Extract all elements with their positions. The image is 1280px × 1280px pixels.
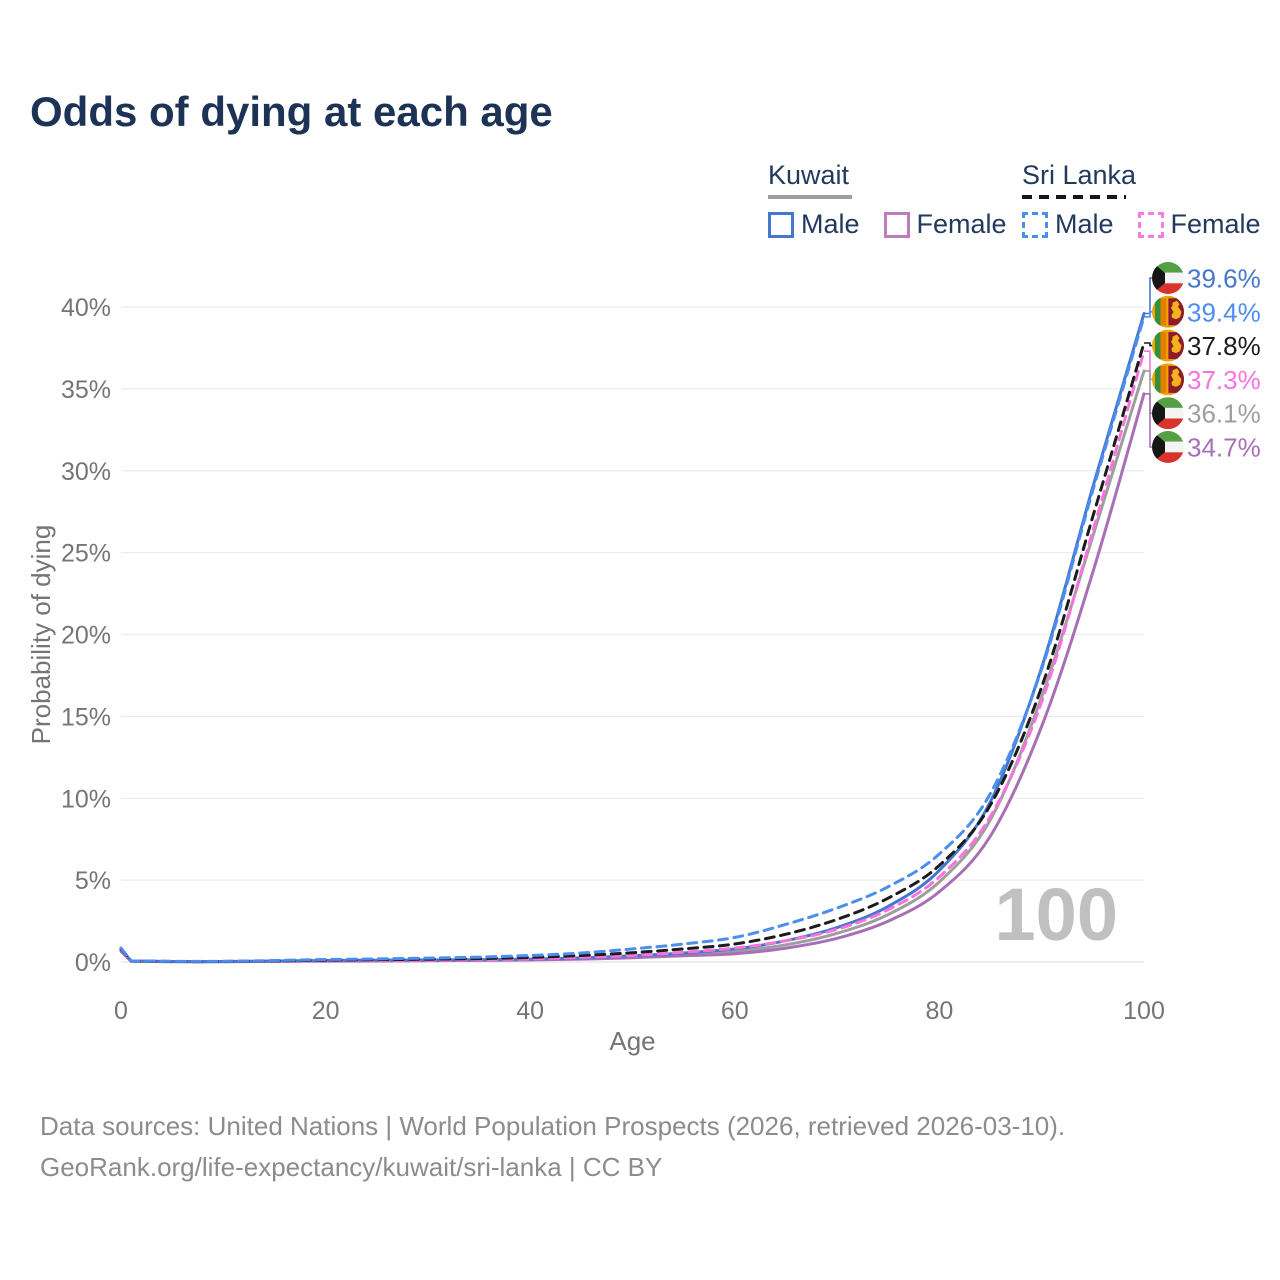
series-line-sri-lanka-female[interactable] [119,349,1146,964]
end-label-sri-lanka-male: 39.4% [1187,297,1261,327]
flag-kuwait [1152,397,1184,430]
x-tick-80: 80 [925,997,953,1025]
flag-sri-lanka [1152,295,1184,328]
x-tick-40: 40 [516,997,544,1025]
leader-line-kuwait-female [1144,393,1152,448]
sri-lanka-male-label: Male [1055,209,1114,239]
footer: Data sources: United Nations | World Pop… [40,1106,1065,1188]
x-tick-0: 0 [114,997,128,1025]
footer-data-sources: Data sources: United Nations | World Pop… [40,1111,1066,1141]
end-label-sri-lanka-both-sexes: 37.8% [1187,331,1261,361]
leader-line-sri-lanka-both-sexes [1144,342,1152,347]
y-tick-30pct: 30% [61,458,111,486]
flag-sri-lanka [1152,363,1184,396]
leader-line-kuwait-both-sexes [1144,370,1152,414]
leader-line-sri-lanka-female [1144,350,1152,381]
leader-line-kuwait-male [1144,277,1152,315]
kuwait-line-style-sample [768,195,852,199]
end-label-kuwait-both-sexes: 36.1% [1187,399,1261,429]
y-tick-35pct: 35% [61,376,111,404]
legend-item-kuwait-male[interactable]: Male [768,209,860,240]
kuwait-female-swatch [883,211,910,238]
age-watermark: 100 [995,873,1118,956]
kuwait-male-label: Male [801,209,860,239]
legend-group-kuwait: Kuwait Male Female [768,160,1007,240]
x-tick-20: 20 [312,997,340,1025]
series-line-kuwait-female[interactable] [119,392,1146,964]
kuwait-female-label: Female [916,209,1007,239]
legend-item-kuwait-female[interactable]: Female [883,209,1007,240]
y-tick-40pct: 40% [61,294,111,322]
flag-kuwait [1152,262,1184,294]
leader-line-sri-lanka-male [1144,311,1152,318]
y-tick-0pct: 0% [75,949,111,977]
legend-item-sri-lanka-male[interactable]: Male [1022,209,1114,240]
y-tick-10pct: 10% [61,785,111,813]
legend-sri-lanka-name: Sri Lanka [1022,160,1137,190]
x-tick-100: 100 [1123,997,1165,1025]
end-label-kuwait-female: 34.7% [1187,433,1261,463]
legend-item-sri-lanka-female[interactable]: Female [1137,209,1261,240]
legend-kuwait-name: Kuwait [768,160,850,190]
flag-sri-lanka [1152,329,1184,362]
sri-lanka-line-style-sample [1022,195,1126,199]
series-line-sri-lanka-male[interactable] [119,315,1146,963]
kuwait-male-swatch [768,211,794,238]
sri-lanka-female-swatch [1137,211,1164,238]
series-line-kuwait-both-sexes[interactable] [119,369,1146,964]
flag-kuwait [1152,431,1184,463]
x-tick-60: 60 [721,997,749,1025]
sri-lanka-female-label: Female [1170,209,1261,239]
x-axis-title: Age [609,1026,655,1056]
series-line-sri-lanka-both-sexes[interactable] [119,341,1146,964]
y-tick-25pct: 25% [61,540,111,568]
end-label-sri-lanka-female: 37.3% [1187,365,1261,395]
sri-lanka-male-swatch [1022,211,1048,238]
end-label-kuwait-male: 39.6% [1187,264,1261,294]
legend-group-sri-lanka: Sri Lanka Male Female [1022,160,1261,240]
series-line-kuwait-male[interactable] [119,312,1146,964]
page-title: Odds of dying at each age [30,88,553,135]
y-axis-title: Probability of dying [26,525,56,745]
footer-attribution: GeoRank.org/life-expectancy/kuwait/sri-l… [40,1152,663,1182]
y-tick-20pct: 20% [61,622,111,650]
y-tick-5pct: 5% [75,867,111,895]
y-tick-15pct: 15% [61,703,111,731]
